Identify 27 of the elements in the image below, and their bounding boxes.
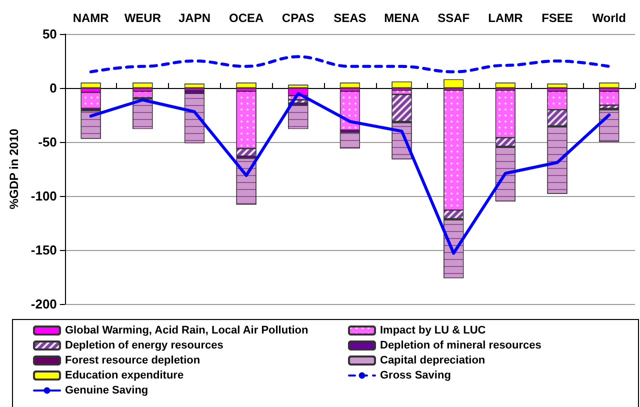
- legend-label: Forest resource depletion: [65, 354, 200, 366]
- legend-label: Global Warming, Acid Rain, Local Air Pollution: [65, 324, 309, 336]
- x-tick-label: JAPN: [178, 11, 210, 25]
- legend-label: Impact by LU & LUC: [380, 324, 486, 336]
- y-tick-label: -100: [30, 188, 57, 204]
- y-tick-label: -200: [30, 296, 57, 312]
- y-tick-label: 0: [50, 80, 57, 96]
- x-tick-label: SEAS: [334, 11, 366, 25]
- legend-label: Depletion of mineral resources: [380, 340, 542, 352]
- x-tick-label: MENA: [384, 11, 420, 25]
- legend-label: Capital depreciation: [380, 354, 486, 366]
- y-axis-title: %GDP in 2010: [7, 128, 21, 210]
- y-tick-label: 50: [42, 26, 57, 42]
- x-tick-label: OCEA: [228, 11, 264, 25]
- x-tick-label: NAMR: [72, 11, 110, 25]
- x-tick-label: FSEE: [542, 11, 573, 25]
- x-tick-label: SSAF: [438, 11, 470, 25]
- y-tick-label: -150: [30, 242, 57, 258]
- legend-label: Gross Saving: [380, 370, 451, 382]
- legend-label: Education expenditure: [65, 370, 184, 382]
- x-tick-label: WEUR: [124, 11, 162, 25]
- x-tick-label: LAMR: [488, 11, 524, 25]
- y-tick-label: -50: [38, 134, 57, 150]
- legend-label: Genuine Saving: [65, 384, 148, 396]
- x-tick-label: World: [592, 11, 626, 25]
- legend-label: Depletion of energy resources: [65, 340, 224, 352]
- x-tick-label: CPAS: [282, 11, 314, 25]
